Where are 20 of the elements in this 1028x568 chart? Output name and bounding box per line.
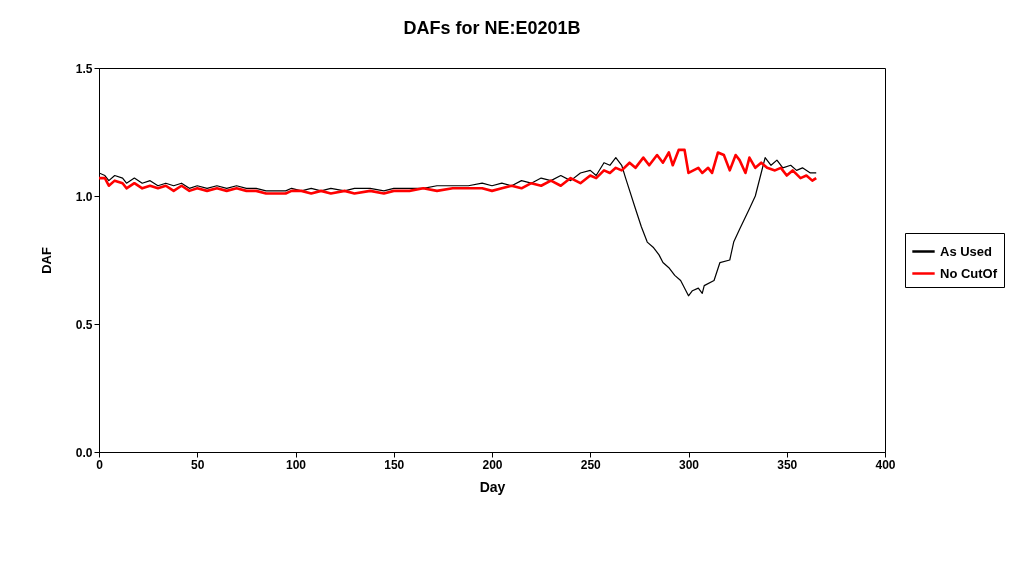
x-tick-label: 400 <box>875 457 896 472</box>
y-tick-label: 0.0 <box>75 445 93 460</box>
chart-title: DAFs for NE:E0201B <box>403 18 581 38</box>
line-series <box>99 157 817 297</box>
legend-label: No CutOf <box>940 265 998 281</box>
x-tick-label: 150 <box>384 457 405 472</box>
x-tick-label: 350 <box>777 457 798 472</box>
y-tick-label: 1.0 <box>75 189 93 204</box>
y-axis-title: DAF <box>38 247 54 274</box>
y-tick-label: 1.5 <box>75 61 93 76</box>
x-tick-label: 50 <box>191 457 205 472</box>
x-tick-label: 0 <box>96 457 104 472</box>
legend-label: As Used <box>940 243 993 259</box>
y-tick-label: 0.5 <box>75 317 93 332</box>
x-tick-label: 250 <box>580 457 602 472</box>
x-axis-title: Day <box>479 478 506 495</box>
x-tick-label: 200 <box>482 457 503 472</box>
x-tick-label: 300 <box>678 457 700 472</box>
x-tick-label: 100 <box>285 457 307 472</box>
line-series <box>99 148 818 195</box>
